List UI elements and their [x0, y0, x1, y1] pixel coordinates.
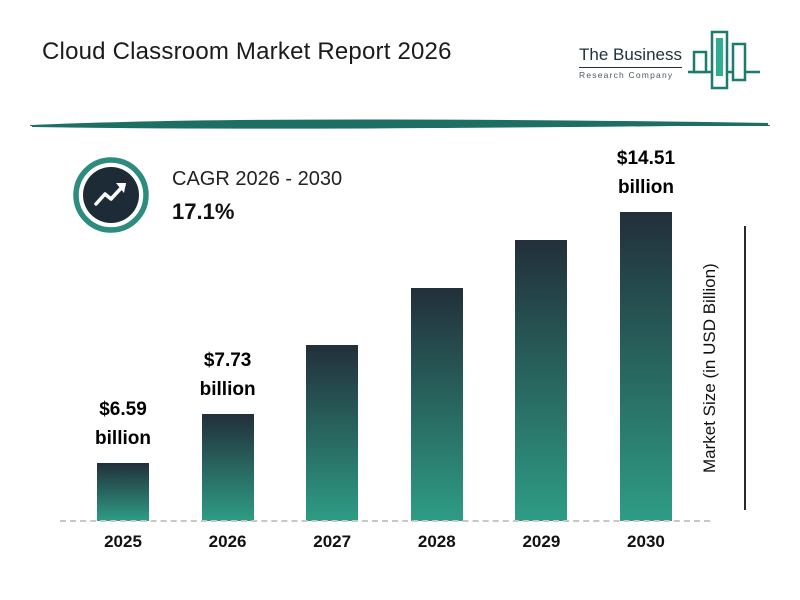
x-axis-label-2028: 2028	[417, 532, 456, 551]
y-axis-line	[744, 226, 746, 510]
cagr-block: CAGR 2026 - 2030 17.1%	[72, 156, 342, 239]
bar-cell-2030: $14.51 billion	[616, 145, 676, 521]
company-logo: The Business Research Company	[579, 28, 762, 97]
growth-trend-icon	[72, 156, 150, 239]
x-axis-baseline	[60, 520, 710, 522]
y-axis-title: Market Size (in USD Billion)	[700, 263, 719, 473]
bar-value-label-2030: $14.51 billion	[616, 148, 676, 198]
bar-value-label-2025: $6.59 billion	[95, 399, 151, 449]
bar-cell-2028	[410, 288, 463, 521]
x-axis-label-2030: 2030	[627, 532, 665, 551]
bar-chart-logo-icon	[688, 28, 762, 97]
bar-cell-2025: $6.59 billion	[95, 396, 151, 521]
page-title: Cloud Classroom Market Report 2026	[42, 38, 452, 65]
divider-ribbon	[30, 118, 770, 132]
x-axis: 2025 2026 2027 2028 2029 2030	[97, 532, 672, 552]
bar-2028	[410, 288, 463, 521]
bar-cell-2029	[515, 240, 568, 521]
bar-2025	[97, 463, 149, 521]
bar-cell-2027	[306, 345, 359, 521]
company-logo-text: The Business Research Company	[579, 45, 682, 80]
x-axis-label-2025: 2025	[104, 532, 142, 551]
cagr-value: 17.1%	[172, 199, 235, 224]
x-axis-label-2026: 2026	[208, 532, 247, 551]
bar-cell-2026: $7.73 billion	[199, 347, 256, 521]
cagr-label: CAGR 2026 - 2030	[172, 168, 343, 190]
bar-2030	[619, 212, 672, 521]
plot-area: $6.59 billion $7.73 billion $14.51 billion	[95, 140, 676, 521]
bar-2027	[306, 345, 359, 521]
bar-2026	[201, 414, 254, 521]
company-logo-name: The Business	[579, 45, 682, 68]
bar-2029	[515, 240, 568, 521]
bar-value-label-2026: $7.73 billion	[199, 350, 256, 400]
x-axis-label-2029: 2029	[522, 532, 561, 551]
x-axis-label-2027: 2027	[313, 532, 352, 551]
company-logo-subname: Research Company	[579, 70, 674, 80]
